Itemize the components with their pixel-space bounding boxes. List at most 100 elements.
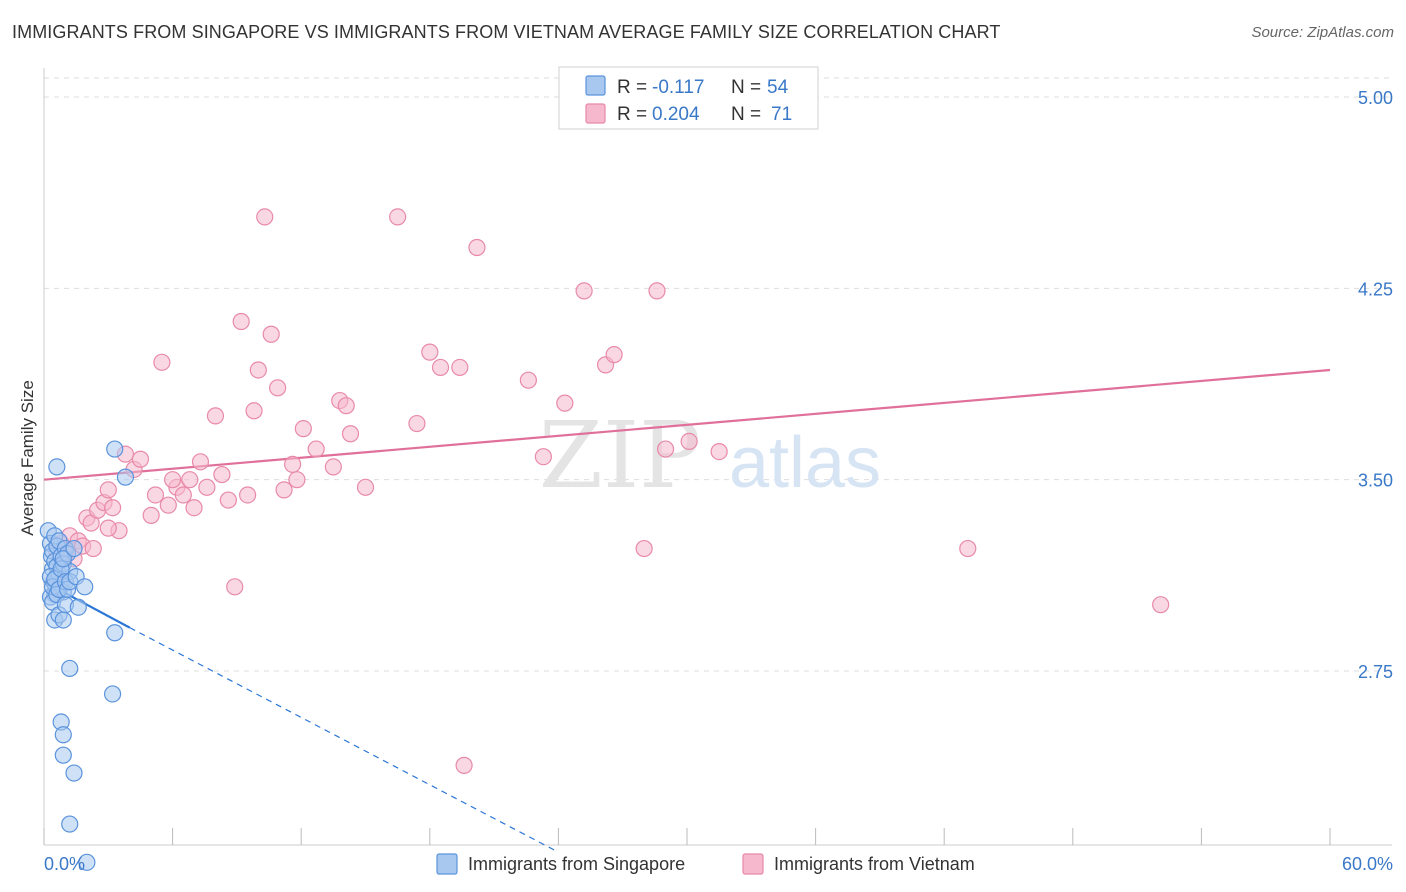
vietnam-point xyxy=(232,312,250,331)
vietnam-point xyxy=(408,414,426,433)
legend-swatch-singapore[interactable] xyxy=(436,853,458,875)
singapore-point xyxy=(106,624,124,642)
singapore-trend-extension xyxy=(129,627,559,853)
vietnam-point xyxy=(164,471,182,489)
vietnam-point xyxy=(656,440,675,458)
watermark-zip: ZIP xyxy=(539,402,701,509)
vietnam-point xyxy=(337,397,355,415)
vietnam-point xyxy=(239,486,257,504)
y-axis-label: Average Family Size xyxy=(18,380,37,536)
vietnam-point xyxy=(635,539,653,558)
vietnam-point xyxy=(131,450,150,468)
stats-swatch-singapore xyxy=(585,75,606,96)
vietnam-point xyxy=(185,499,203,517)
singapore-point xyxy=(65,764,83,782)
legend-label-vietnam[interactable]: Immigrants from Vietnam xyxy=(774,854,975,874)
tick-labels: 2.75 3.50 4.25 5.00 0.0% 60.0% xyxy=(44,88,1393,874)
vietnam-point xyxy=(99,519,117,537)
vietnam-point xyxy=(341,425,360,443)
vietnam-point xyxy=(159,496,177,514)
vietnam-point xyxy=(275,481,293,499)
grid-lines xyxy=(44,77,1392,672)
vietnam-point xyxy=(455,756,473,774)
singapore-point xyxy=(54,550,72,568)
singapore-point xyxy=(54,611,72,629)
singapore-point xyxy=(61,815,79,833)
vietnam-point xyxy=(534,448,552,466)
vietnam-point xyxy=(680,432,698,450)
stats-swatch-vietnam xyxy=(585,103,606,124)
legend: Immigrants from Singapore Immigrants fro… xyxy=(436,853,975,875)
singapore-point xyxy=(103,685,122,703)
watermark: ZIP atlas xyxy=(539,402,881,509)
singapore-point xyxy=(54,726,72,744)
vietnam-point xyxy=(249,361,267,379)
vietnam-point xyxy=(99,481,117,499)
vietnam-point xyxy=(431,358,450,377)
x-tick-label: 0.0% xyxy=(44,854,85,874)
stats-r-label: R = xyxy=(617,77,647,98)
vietnam-point xyxy=(256,208,274,226)
axes xyxy=(43,68,1392,846)
vietnam-point xyxy=(605,346,623,364)
vietnam-point xyxy=(146,486,165,504)
vietnam-point xyxy=(174,486,192,504)
vietnam-point xyxy=(142,506,160,524)
singapore-point xyxy=(54,746,72,764)
vietnam-point xyxy=(324,458,342,476)
y-tick-label: 2.75 xyxy=(1358,662,1393,682)
vietnam-point xyxy=(389,208,407,226)
vietnam-point xyxy=(226,578,244,596)
watermark-atlas: atlas xyxy=(729,423,881,503)
vietnam-point xyxy=(307,440,325,458)
vietnam-point xyxy=(288,471,306,489)
stats-n-value: 71 xyxy=(771,104,792,125)
vietnam-point xyxy=(356,478,375,496)
vietnam-point xyxy=(245,402,263,420)
singapore-point xyxy=(76,578,94,596)
legend-label-singapore[interactable]: Immigrants from Singapore xyxy=(468,854,685,874)
singapore-point xyxy=(48,458,66,476)
vietnam-point xyxy=(710,443,728,461)
vietnam-point xyxy=(84,539,102,558)
stats-n-value: 54 xyxy=(767,77,789,98)
vietnam-point xyxy=(284,455,302,473)
vietnam-point xyxy=(959,539,977,558)
x-tick-label: 60.0% xyxy=(1342,854,1393,874)
vietnam-point xyxy=(294,420,312,438)
vietnam-point xyxy=(421,343,439,361)
vietnam-point xyxy=(575,282,593,300)
singapore-point xyxy=(61,659,79,678)
stats-r-value: 0.204 xyxy=(652,104,700,125)
vietnam-point xyxy=(181,471,199,489)
vietnam-point xyxy=(213,465,231,484)
singapore-point xyxy=(65,539,83,558)
vietnam-point xyxy=(269,379,287,397)
vietnam-point xyxy=(519,371,537,389)
legend-swatch-vietnam[interactable] xyxy=(742,853,764,875)
singapore-point xyxy=(106,440,124,458)
vietnam-point xyxy=(1152,596,1170,614)
stats-n-label: N = xyxy=(731,77,761,98)
vietnam-point xyxy=(153,353,171,371)
vietnam-point xyxy=(648,282,666,300)
vietnam-trend-line xyxy=(43,368,1331,481)
vietnam-point xyxy=(556,394,574,412)
singapore-point xyxy=(116,468,135,486)
vietnam-point xyxy=(468,238,486,257)
data-points xyxy=(39,208,1170,871)
stats-n-label: N = xyxy=(731,104,761,125)
vietnam-point xyxy=(219,491,237,509)
y-tick-label: 5.00 xyxy=(1358,88,1393,108)
y-tick-label: 4.25 xyxy=(1358,279,1393,299)
vietnam-point xyxy=(191,453,210,471)
stats-r-label: R = xyxy=(617,104,647,125)
y-tick-label: 3.50 xyxy=(1358,471,1393,491)
vietnam-point xyxy=(206,407,225,425)
source-label: Source: ZipAtlas.com xyxy=(1251,24,1394,41)
chart-title: IMMIGRANTS FROM SINGAPORE VS IMMIGRANTS … xyxy=(12,22,1001,42)
vietnam-point xyxy=(198,478,216,496)
vietnam-point xyxy=(451,358,469,377)
singapore-point xyxy=(69,598,87,616)
